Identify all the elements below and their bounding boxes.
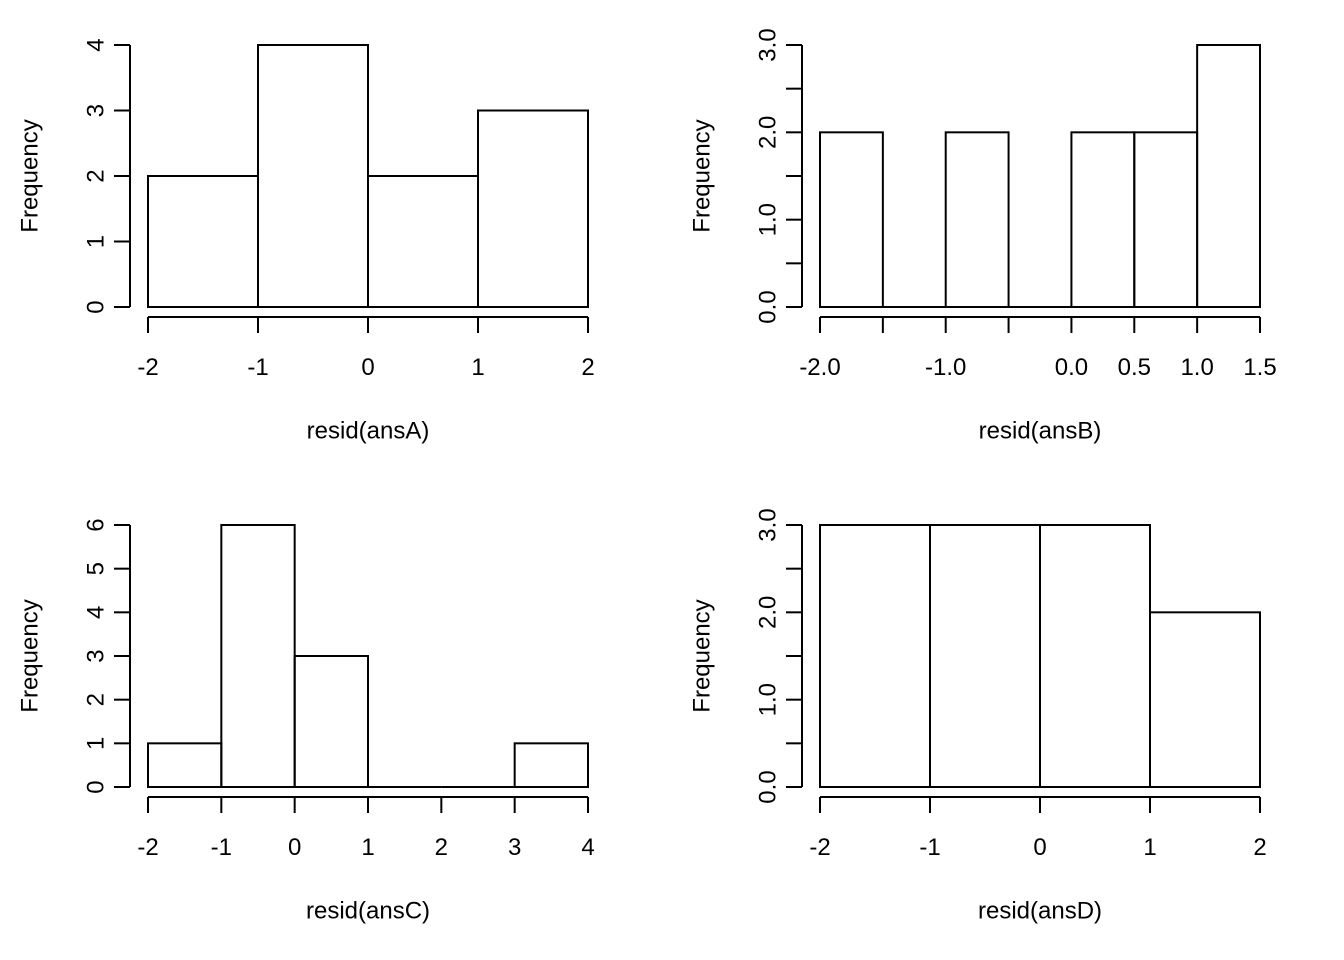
y-axis-label: Frequency — [17, 599, 44, 712]
x-tick-label: 1 — [1143, 834, 1156, 861]
x-tick-label: -1 — [919, 834, 940, 861]
x-tick-label: -1 — [211, 834, 232, 861]
y-tick-label: 3 — [83, 649, 110, 662]
y-tick-label: 1.0 — [755, 203, 782, 236]
histogram-bars — [819, 44, 1261, 308]
y-tick-label: 4 — [83, 38, 110, 51]
panel-ansA: -2 -1 0 1 2 0 1 2 3 4 resid(ansA) Frequency — [17, 38, 595, 444]
y-tick-label: 3.0 — [755, 28, 782, 61]
x-tick-label: 1.0 — [1180, 354, 1213, 381]
panel-ansB: -2.0 -1.0 0.0 0.5 1.0 1.5 0.0 1.0 2.0 3.0 resid(… — [689, 28, 1277, 444]
y-axis: 0.0 1.0 2.0 3.0 — [755, 508, 803, 804]
panel-ansC: -2 -1 0 1 2 3 4 0 1 2 3 4 5 6 resid(ansC) Frequency — [17, 518, 595, 924]
y-axis: 0.0 1.0 2.0 3.0 — [755, 28, 803, 324]
x-axis: -2 -1 0 1 2 3 4 — [137, 796, 595, 861]
histogram-bars — [819, 524, 1261, 788]
y-tick-label: 1 — [83, 235, 110, 248]
x-tick-label: -2 — [137, 354, 158, 381]
histogram-bar — [1196, 44, 1261, 308]
histogram-bar — [293, 655, 369, 788]
x-axis: -2 -1 0 1 2 — [809, 796, 1267, 861]
x-tick-label: 1 — [361, 834, 374, 861]
y-tick-label: 2 — [83, 169, 110, 182]
histogram-bars — [147, 524, 590, 788]
x-tick-label: 0 — [361, 354, 374, 381]
x-tick-label: 0.0 — [1055, 354, 1088, 381]
y-tick-label: 1.0 — [755, 683, 782, 716]
histogram-bar — [819, 131, 884, 308]
x-tick-label: -1.0 — [925, 354, 966, 381]
x-tick-label: 4 — [581, 834, 594, 861]
x-axis-label: resid(ansD) — [978, 898, 1102, 925]
y-tick-label: 2.0 — [755, 596, 782, 629]
x-tick-label: -2 — [809, 834, 830, 861]
y-tick-label: 0 — [83, 780, 110, 793]
x-tick-label: 2 — [435, 834, 448, 861]
y-tick-label: 6 — [83, 518, 110, 531]
y-tick-label: 3.0 — [755, 508, 782, 541]
histogram-bar — [477, 109, 589, 308]
x-tick-label: 1 — [471, 354, 484, 381]
x-tick-label: 2 — [1253, 834, 1266, 861]
y-tick-label: 4 — [83, 606, 110, 619]
x-axis: -2.0 -1.0 0.0 0.5 1.0 1.5 — [799, 316, 1277, 381]
histogram-bar — [1149, 611, 1261, 788]
y-axis-label: Frequency — [689, 599, 716, 712]
x-tick-label: 2 — [581, 354, 594, 381]
x-axis-label: resid(ansB) — [979, 418, 1102, 445]
y-axis-label: Frequency — [17, 119, 44, 232]
y-tick-label: 2.0 — [755, 116, 782, 149]
x-axis-label: resid(ansC) — [306, 898, 430, 925]
y-tick-label: 0 — [83, 300, 110, 313]
x-tick-label: 0.5 — [1118, 354, 1151, 381]
y-axis: 0 1 2 3 4 5 6 — [83, 518, 131, 794]
x-tick-label: 0 — [288, 834, 301, 861]
y-tick-label: 1 — [83, 737, 110, 750]
y-tick-label: 0.0 — [755, 290, 782, 323]
y-axis-label: Frequency — [689, 119, 716, 232]
x-tick-label: 0 — [1033, 834, 1046, 861]
histogram-bars — [147, 44, 589, 308]
x-tick-label: 1.5 — [1243, 354, 1276, 381]
x-tick-label: -1 — [247, 354, 268, 381]
histogram-bar — [513, 742, 590, 788]
x-tick-label: -2.0 — [799, 354, 840, 381]
y-axis: 0 1 2 3 4 — [83, 38, 131, 314]
y-tick-label: 2 — [83, 693, 110, 706]
y-tick-label: 0.0 — [755, 770, 782, 803]
y-tick-label: 3 — [83, 104, 110, 117]
x-axis-label: resid(ansA) — [307, 418, 430, 445]
x-axis: -2 -1 0 1 2 — [137, 316, 595, 381]
histogram-bar — [944, 131, 1010, 308]
x-tick-label: -2 — [137, 834, 158, 861]
x-tick-label: 3 — [508, 834, 521, 861]
y-tick-label: 5 — [83, 562, 110, 575]
panel-ansD: -2 -1 0 1 2 0.0 1.0 2.0 3.0 resid(ansD) Frequen… — [689, 508, 1267, 924]
